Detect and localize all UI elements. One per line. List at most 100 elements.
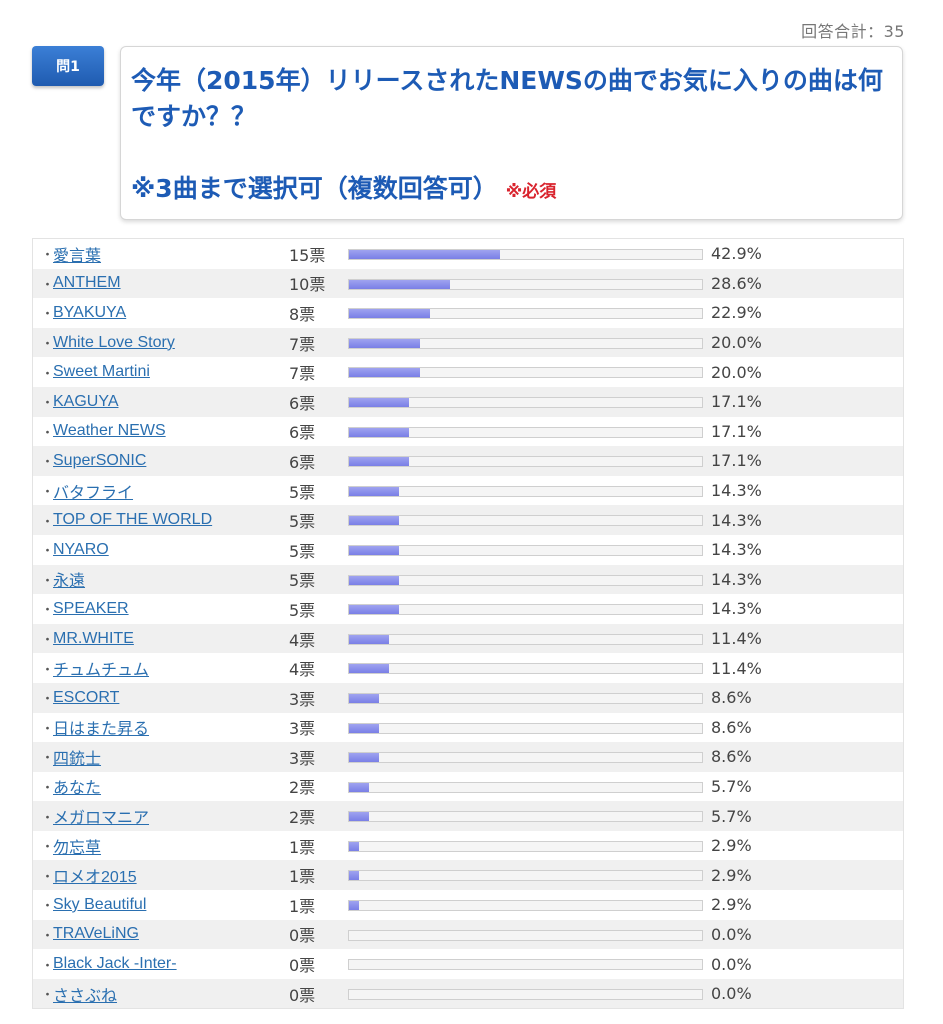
- song-link[interactable]: 勿忘草: [53, 839, 102, 857]
- vote-bar: [348, 308, 703, 320]
- vote-bar-fill: [349, 368, 420, 378]
- result-row: ・ BYAKUYA 8票 22.9%: [33, 298, 903, 328]
- vote-bar: [348, 988, 703, 1000]
- required-mark: ※必須: [505, 182, 557, 202]
- result-row: ・ Black Jack -Inter- 0票 0.0%: [33, 949, 903, 979]
- song-link[interactable]: ANTHEM: [53, 274, 121, 292]
- vote-bar: [348, 396, 703, 408]
- bullet-icon: ・: [41, 633, 55, 649]
- song-link[interactable]: 日はまた昇る: [53, 721, 150, 739]
- vote-count: 3票: [289, 689, 316, 709]
- vote-count: 5票: [289, 512, 316, 532]
- song-link[interactable]: 愛言葉: [53, 247, 102, 265]
- song-link[interactable]: White Love Story: [53, 333, 175, 351]
- vote-percentage: 20.0%: [711, 362, 762, 382]
- vote-percentage: 5.7%: [711, 806, 752, 826]
- bullet-icon: ・: [41, 928, 55, 944]
- song-link[interactable]: Sweet Martini: [53, 363, 150, 381]
- vote-percentage: 0.0%: [711, 924, 752, 944]
- vote-bar: [348, 722, 703, 734]
- vote-bar: [348, 456, 703, 468]
- bullet-icon: ・: [41, 248, 55, 264]
- vote-percentage: 8.6%: [711, 747, 752, 767]
- song-link[interactable]: SuperSONIC: [53, 451, 147, 469]
- vote-bar: [348, 752, 703, 764]
- vote-count: 6票: [289, 452, 316, 472]
- vote-count: 1票: [289, 896, 316, 916]
- song-link[interactable]: チュムチュム: [53, 662, 150, 680]
- result-row: ・ TOP OF THE WORLD 5票 14.3%: [33, 505, 903, 535]
- vote-bar: [348, 574, 703, 586]
- question-note: ※3曲まで選択可（複数回答可） ※必須: [131, 171, 890, 210]
- song-link[interactable]: Weather NEWS: [53, 422, 166, 440]
- vote-bar: [348, 367, 703, 379]
- vote-count: 3票: [289, 719, 316, 739]
- song-link[interactable]: TRAVeLiNG: [53, 925, 139, 943]
- vote-bar: [348, 337, 703, 349]
- result-row: ・あなた 2票 5.7%: [33, 772, 903, 802]
- song-link[interactable]: ロメオ2015: [53, 869, 137, 887]
- vote-percentage: 14.3%: [711, 481, 762, 501]
- vote-count: 5票: [289, 541, 316, 561]
- result-row: ・永遠 5票 14.3%: [33, 564, 903, 595]
- vote-bar-fill: [349, 545, 400, 555]
- vote-bar-fill: [349, 901, 360, 911]
- song-link[interactable]: KAGUYA: [53, 392, 119, 410]
- bullet-icon: ・: [41, 485, 55, 501]
- song-link[interactable]: 四銃士: [53, 750, 102, 768]
- result-row: ・ Sky Beautiful 1票 2.9%: [33, 890, 903, 920]
- vote-percentage: 17.1%: [711, 392, 762, 412]
- vote-bar-fill: [349, 397, 410, 407]
- bullet-icon: ・: [41, 544, 55, 560]
- bullet-icon: ・: [41, 899, 55, 915]
- vote-bar-fill: [349, 250, 501, 259]
- bullet-icon: ・: [41, 958, 55, 974]
- vote-count: 1票: [289, 867, 316, 887]
- vote-bar-fill: [349, 723, 380, 733]
- result-row: ・ Weather NEWS 6票 17.1%: [33, 417, 903, 447]
- vote-bar: [348, 633, 703, 645]
- vote-count: 10票: [289, 275, 326, 295]
- vote-count: 4票: [289, 660, 316, 680]
- bullet-icon: ・: [41, 514, 55, 530]
- vote-percentage: 0.0%: [711, 984, 752, 1004]
- bullet-icon: ・: [41, 780, 55, 796]
- song-link[interactable]: Sky Beautiful: [53, 895, 147, 913]
- question-badge: 問1: [32, 46, 104, 86]
- result-row: ・日はまた昇る 3票 8.6%: [33, 713, 903, 743]
- vote-bar-fill: [349, 575, 400, 585]
- vote-percentage: 17.1%: [711, 421, 762, 441]
- bullet-icon: ・: [41, 988, 55, 1004]
- vote-percentage: 11.4%: [711, 629, 762, 649]
- vote-count: 5票: [289, 482, 316, 502]
- song-link[interactable]: バタフライ: [53, 484, 134, 502]
- vote-count: 0票: [289, 926, 316, 946]
- bullet-icon: ・: [41, 366, 55, 382]
- song-link[interactable]: 永遠: [53, 573, 86, 591]
- song-link[interactable]: ESCORT: [53, 688, 120, 706]
- song-link[interactable]: メガロマニア: [53, 810, 150, 828]
- bullet-icon: ・: [41, 721, 55, 737]
- bullet-icon: ・: [41, 277, 55, 293]
- bullet-icon: ・: [41, 603, 55, 619]
- song-link[interactable]: あなた: [53, 780, 102, 798]
- song-link[interactable]: Black Jack -Inter-: [53, 955, 177, 973]
- vote-bar: [348, 959, 703, 971]
- vote-percentage: 0.0%: [711, 954, 752, 974]
- vote-percentage: 14.3%: [711, 569, 762, 589]
- vote-bar: [348, 692, 703, 704]
- song-link[interactable]: NYARO: [53, 540, 109, 558]
- result-row: ・愛言葉 15票 42.9%: [33, 239, 903, 269]
- song-link[interactable]: SPEAKER: [53, 599, 129, 617]
- song-link[interactable]: TOP OF THE WORLD: [53, 511, 213, 529]
- vote-bar-fill: [349, 664, 390, 674]
- song-link[interactable]: ささぶね: [53, 987, 118, 1005]
- vote-percentage: 2.9%: [711, 836, 752, 856]
- vote-bar-fill: [349, 486, 400, 496]
- vote-percentage: 20.0%: [711, 333, 762, 353]
- question-box: 今年（2015年）リリースされたNEWSの曲でお気に入りの曲は何ですか？？ ※3…: [120, 46, 903, 220]
- result-row: ・ SuperSONIC 6票 17.1%: [33, 446, 903, 476]
- song-link[interactable]: BYAKUYA: [53, 303, 127, 321]
- vote-bar: [348, 840, 703, 852]
- song-link[interactable]: MR.WHITE: [53, 629, 134, 647]
